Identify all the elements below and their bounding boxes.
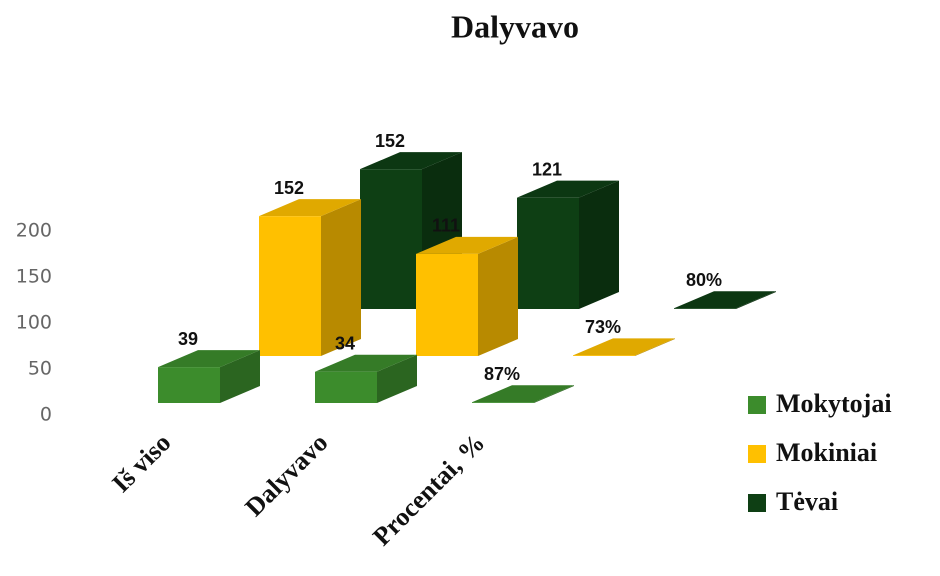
bar-front	[259, 216, 321, 356]
bar-top	[416, 236, 518, 254]
y-tick-label: 50	[28, 358, 52, 380]
legend-label: Mokiniai	[776, 438, 877, 467]
bar	[315, 354, 417, 403]
bar-side	[534, 385, 574, 403]
data-label: 121	[532, 159, 562, 179]
legend-label: Tėvai	[776, 487, 838, 516]
y-tick-label: 200	[16, 220, 52, 242]
bar-top	[315, 354, 417, 372]
bar-front	[158, 367, 220, 403]
bar	[573, 338, 675, 356]
bar-side	[736, 291, 776, 309]
data-label: 39	[178, 329, 198, 349]
bar-top	[360, 152, 462, 170]
bar-front	[360, 169, 422, 309]
bar-top	[259, 199, 361, 217]
bar-top	[674, 291, 776, 309]
bar	[674, 291, 776, 309]
bar-top	[517, 180, 619, 198]
bar	[472, 385, 574, 403]
data-label: 152	[375, 131, 405, 151]
legend-swatch	[748, 445, 766, 463]
bar-top	[472, 385, 574, 403]
data-label: 111	[432, 216, 460, 236]
y-tick-label: 100	[16, 312, 52, 334]
bar-top	[158, 350, 260, 368]
data-label: 73%	[585, 317, 621, 337]
data-label: 87%	[484, 364, 520, 384]
legend-swatch	[748, 494, 766, 512]
bar-front	[315, 371, 377, 403]
bar-side	[321, 199, 361, 356]
legend-label: Mokytojai	[776, 389, 892, 418]
bar-front	[573, 355, 635, 356]
bar-front	[674, 308, 736, 309]
bar	[416, 236, 518, 356]
x-tick-label: Procentai, %	[367, 428, 490, 551]
data-label: 152	[274, 178, 304, 198]
bar-front	[472, 402, 534, 403]
chart-title: Dalyvavo	[451, 8, 579, 44]
bar	[517, 180, 619, 309]
bar-side	[377, 354, 417, 403]
y-tick-label: 150	[16, 266, 52, 288]
bar	[259, 199, 361, 356]
bar-side	[635, 338, 675, 356]
legend-swatch	[748, 396, 766, 414]
y-tick-label: 0	[40, 404, 52, 426]
bar	[158, 350, 260, 403]
x-tick-label: Dalyvavo	[239, 428, 333, 522]
data-label: 34	[335, 333, 355, 353]
bar-side	[220, 350, 260, 403]
bar-side	[579, 180, 619, 309]
bar-front	[416, 253, 478, 356]
bar-top	[573, 338, 675, 356]
data-label: 80%	[686, 270, 722, 290]
bar-side	[478, 236, 518, 356]
bar-front	[517, 197, 579, 309]
x-tick-label: Iš viso	[106, 428, 176, 498]
